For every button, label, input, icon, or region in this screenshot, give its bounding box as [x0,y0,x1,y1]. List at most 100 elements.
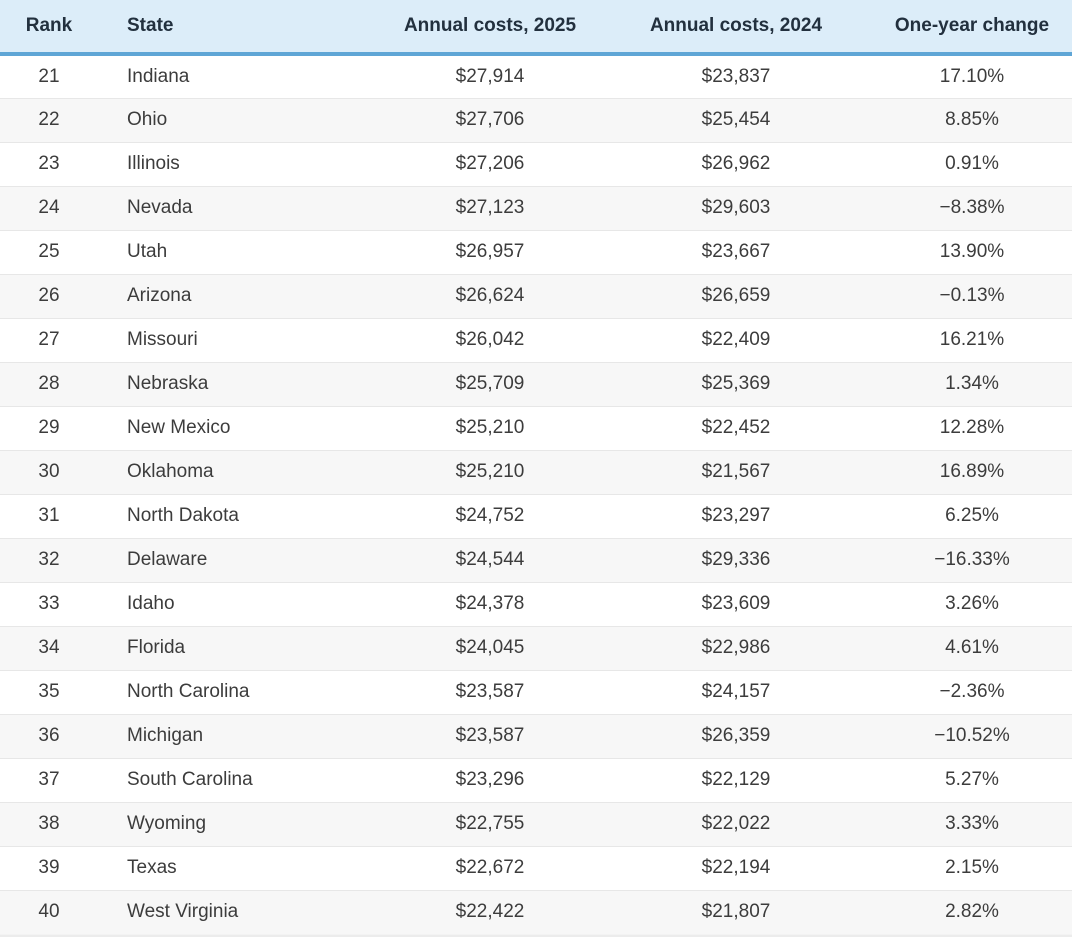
table-row: 39 Texas $22,672 $22,194 2.15% [0,845,1072,890]
table-bottom-edge [0,934,1072,937]
cost-2025-cell: $27,206 [380,141,600,186]
cost-2024-cell: $26,659 [600,273,872,318]
state-cell: Texas [98,845,380,890]
cost-2025-cell: $26,042 [380,317,600,362]
rank-cell: 37 [0,757,98,802]
rank-cell: 35 [0,669,98,714]
rank-cell: 33 [0,581,98,626]
rank-cell: 27 [0,317,98,362]
table-row: 33 Idaho $24,378 $23,609 3.26% [0,581,1072,626]
cost-2025-cell: $27,123 [380,185,600,230]
cost-2024-cell: $22,452 [600,405,872,450]
cost-2024-cell: $29,603 [600,185,872,230]
change-cell: −16.33% [872,537,1072,582]
cost-2025-cell: $25,210 [380,449,600,494]
state-cell: North Dakota [98,493,380,538]
rank-cell: 22 [0,97,98,142]
cost-2025-cell: $23,587 [380,713,600,758]
table-body: 21 Indiana $27,914 $23,837 17.10% 22 Ohio $27,7… [0,54,1072,934]
cost-2025-cell: $23,587 [380,669,600,714]
change-cell: 16.89% [872,449,1072,494]
header-row: Rank State Annual costs, 2025 Annual costs,… [0,0,1072,56]
cost-2024-cell: $25,454 [600,97,872,142]
cost-2025-cell: $24,378 [380,581,600,626]
change-cell: 16.21% [872,317,1072,362]
cost-2025-cell: $22,755 [380,801,600,846]
table-row: 35 North Carolina $23,587 $24,157 −2.36% [0,669,1072,714]
rank-cell: 25 [0,229,98,274]
rank-cell: 21 [38,65,60,87]
cost-2025-cell: $25,210 [380,405,600,450]
cost-2024-cell: $24,157 [600,669,872,714]
state-cell: South Carolina [98,757,380,802]
state-cell: Indiana [127,65,190,87]
table-row: 29 New Mexico $25,210 $22,452 12.28% [0,405,1072,450]
cost-2025-cell: $23,296 [380,757,600,802]
rank-cell: 30 [0,449,98,494]
rank-cell: 31 [0,493,98,538]
table-row: 25 Utah $26,957 $23,667 13.90% [0,229,1072,274]
rank-cell: 36 [0,713,98,758]
table-row: 32 Delaware $24,544 $29,336 −16.33% [0,537,1072,582]
state-cell: North Carolina [98,669,380,714]
rank-cell: 38 [0,801,98,846]
state-cell: Wyoming [98,801,380,846]
cost-2025-cell: $27,706 [380,97,600,142]
column-header-cost-2024: Annual costs, 2024 [600,0,872,56]
state-cell: Oklahoma [98,449,380,494]
table-row: 37 South Carolina $23,296 $22,129 5.27% [0,757,1072,802]
table-row: 40 West Virginia $22,422 $21,807 2.82% [0,889,1072,934]
change-cell: −8.38% [872,185,1072,230]
cost-2025-cell: $27,914 [455,65,525,87]
cost-2025-cell: $24,544 [380,537,600,582]
table-row: 30 Oklahoma $25,210 $21,567 16.89% [0,449,1072,494]
change-cell: −10.52% [872,713,1072,758]
state-cell: Illinois [98,141,380,186]
state-cell: Missouri [98,317,380,362]
cost-2025-cell: $26,957 [380,229,600,274]
table-row: 28 Nebraska $25,709 $25,369 1.34% [0,361,1072,406]
change-cell: 4.61% [872,625,1072,670]
cost-2024-cell: $23,667 [600,229,872,274]
state-cell: Idaho [98,581,380,626]
cost-2024-cell: $22,129 [600,757,872,802]
cost-2024-cell: $23,609 [600,581,872,626]
change-cell: 5.27% [872,757,1072,802]
change-cell: −2.36% [872,669,1072,714]
state-cell: Florida [98,625,380,670]
rank-cell: 40 [0,889,98,934]
rank-cell: 39 [0,845,98,890]
cost-2025-cell: $24,752 [380,493,600,538]
state-cell: Ohio [98,97,380,142]
cost-2024-cell: $26,359 [600,713,872,758]
rank-cell: 26 [0,273,98,318]
change-cell: −0.13% [872,273,1072,318]
cost-2024-cell: $21,807 [600,889,872,934]
table-row: 27 Missouri $26,042 $22,409 16.21% [0,317,1072,362]
column-header-rank: Rank [0,0,98,56]
table-row: 22 Ohio $27,706 $25,454 8.85% [0,97,1072,142]
table-row: 31 North Dakota $24,752 $23,297 6.25% [0,493,1072,538]
table-header: Rank State Annual costs, 2025 Annual costs,… [0,0,1072,56]
change-cell: 8.85% [872,97,1072,142]
state-cell: Delaware [98,537,380,582]
table-row: 23 Illinois $27,206 $26,962 0.91% [0,141,1072,186]
cost-2025-cell: $25,709 [380,361,600,406]
cost-2024-cell: $25,369 [600,361,872,406]
change-cell: 6.25% [872,493,1072,538]
cost-2024-cell: $23,297 [600,493,872,538]
table-row: 36 Michigan $23,587 $26,359 −10.52% [0,713,1072,758]
cost-2024-cell: $22,194 [600,845,872,890]
column-header-change: One-year change [872,0,1072,56]
cost-2024-cell: $26,962 [600,141,872,186]
rank-cell: 23 [0,141,98,186]
cost-2024-cell: $21,567 [600,449,872,494]
cost-2025-cell: $24,045 [380,625,600,670]
change-cell: 12.28% [872,405,1072,450]
change-cell: 0.91% [872,141,1072,186]
change-cell: 3.26% [872,581,1072,626]
change-cell: 1.34% [872,361,1072,406]
table-row: 34 Florida $24,045 $22,986 4.61% [0,625,1072,670]
column-header-state: State [98,0,380,56]
